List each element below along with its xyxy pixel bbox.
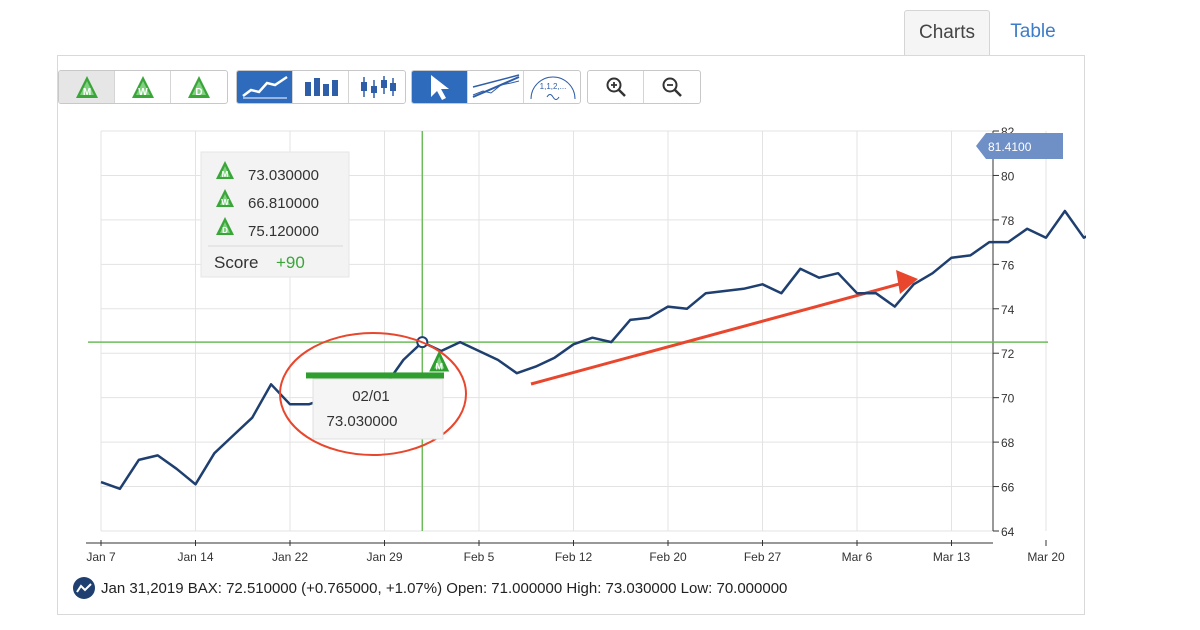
crosshair — [88, 131, 1048, 531]
tooltip-row-w: W 66.810000 — [216, 189, 319, 212]
candlestick-icon — [361, 76, 396, 98]
tooltip-row-d: D 75.120000 — [216, 217, 319, 240]
score-value: +90 — [276, 253, 305, 272]
period-d-label: D — [195, 87, 202, 98]
chart-type-button-group — [236, 70, 406, 104]
y-tick-label: 78 — [1001, 214, 1015, 228]
period-m-button[interactable]: M — [59, 71, 115, 103]
cursor-value: 73.030000 — [327, 413, 398, 430]
trendline-icon — [472, 74, 519, 98]
pointer-button[interactable] — [412, 71, 468, 103]
fibonacci-label: 1,1,2,... — [540, 82, 567, 91]
fibonacci-icon: 1,1,2,... — [530, 76, 576, 100]
signal-m-label: M — [435, 361, 443, 371]
line-chart-button[interactable] — [237, 71, 293, 103]
y-tick-label: 72 — [1001, 347, 1015, 361]
score-label: Score — [214, 253, 258, 272]
signal-tooltip: M 73.030000 W 66.810000 D 75.120000 Scor… — [200, 151, 350, 278]
y-tick-label: 76 — [1001, 258, 1015, 272]
x-tick-label: Jan 22 — [272, 550, 308, 564]
pointer-icon — [430, 75, 449, 100]
x-tick-label: Feb 12 — [555, 550, 593, 564]
y-tick-label: 80 — [1001, 169, 1015, 183]
trend-arrow-annotation — [530, 270, 918, 386]
zoom-in-icon — [606, 77, 626, 97]
y-tick-label: 74 — [1001, 303, 1015, 317]
bar-chart-icon — [304, 78, 338, 96]
ohlc-footer: Jan 31,2019 BAX: 72.510000 (+0.765000, +… — [73, 576, 787, 600]
x-tick-label: Mar 6 — [842, 550, 873, 564]
price-line — [100, 209, 1086, 491]
tooltip-m-value: 73.030000 — [248, 167, 319, 184]
zoom-button-group — [587, 70, 701, 104]
period-m-label: M — [82, 87, 90, 98]
period-w-button[interactable]: W — [115, 71, 171, 103]
y-tick-label: 66 — [1001, 481, 1015, 495]
cursor-value-box: 02/01 73.030000 — [312, 378, 444, 440]
fibonacci-button[interactable]: 1,1,2,... — [524, 71, 580, 103]
x-tick-label: Mar 20 — [1027, 550, 1065, 564]
x-tick-label: Jan 14 — [177, 550, 213, 564]
tools-button-group: 1,1,2,... — [411, 70, 581, 104]
y-tick-label: 64 — [1001, 525, 1015, 539]
trend-arrow-shaft — [530, 281, 904, 386]
x-tick-label: Feb 5 — [464, 550, 495, 564]
highlight-circle-annotation — [279, 332, 467, 456]
signal-marker: M — [306, 350, 450, 379]
chart-panel: M W D — [57, 55, 1086, 615]
signal-level-bar — [306, 372, 444, 379]
signal-m-icon-inner — [434, 356, 445, 369]
view-tabs: Charts Table — [904, 10, 1076, 56]
tooltip-icon-label: M — [222, 170, 229, 179]
zoom-out-icon — [662, 77, 682, 97]
trendline-button[interactable] — [468, 71, 524, 103]
y-tick-label: 70 — [1001, 392, 1015, 406]
zoom-out-button[interactable] — [644, 71, 700, 103]
tooltip-w-value: 66.810000 — [248, 195, 319, 212]
x-tick-label: Jan 7 — [86, 550, 116, 564]
line-chart-icon — [241, 75, 288, 99]
tooltip-icon-label: W — [221, 198, 229, 207]
x-tick-label: Feb 20 — [649, 550, 687, 564]
line-series-icon — [73, 577, 95, 599]
tooltip-icon-label: D — [222, 226, 228, 235]
zoom-in-button[interactable] — [588, 71, 644, 103]
period-button-group: M W D — [58, 70, 228, 104]
price-tag-value: 81.4100 — [988, 140, 1032, 154]
ohlc-summary-text: Jan 31,2019 BAX: 72.510000 (+0.765000, +… — [101, 579, 788, 597]
period-w-label: W — [138, 87, 148, 98]
highlight-ellipse — [279, 332, 467, 456]
y-tick-label: 68 — [1001, 436, 1015, 450]
daily-signal-icon: D — [188, 76, 210, 98]
cursor-date: 02/01 — [352, 388, 390, 405]
x-tick-label: Mar 13 — [933, 550, 971, 564]
candlestick-button[interactable] — [349, 71, 405, 103]
period-d-button[interactable]: D — [171, 71, 227, 103]
current-price-tag: 81.4100 — [976, 133, 1063, 159]
x-tick-label: Jan 29 — [366, 550, 402, 564]
bar-chart-button[interactable] — [293, 71, 349, 103]
tab-table[interactable]: Table — [1010, 21, 1056, 42]
tooltip-row-m: M 73.030000 — [216, 161, 319, 184]
tab-charts[interactable]: Charts — [904, 10, 990, 56]
trend-arrow-head — [896, 270, 918, 294]
weekly-signal-icon: W — [131, 76, 154, 98]
monthly-signal-icon: M — [75, 76, 98, 98]
x-tick-label: Feb 27 — [744, 550, 782, 564]
tooltip-d-value: 75.120000 — [248, 223, 319, 240]
